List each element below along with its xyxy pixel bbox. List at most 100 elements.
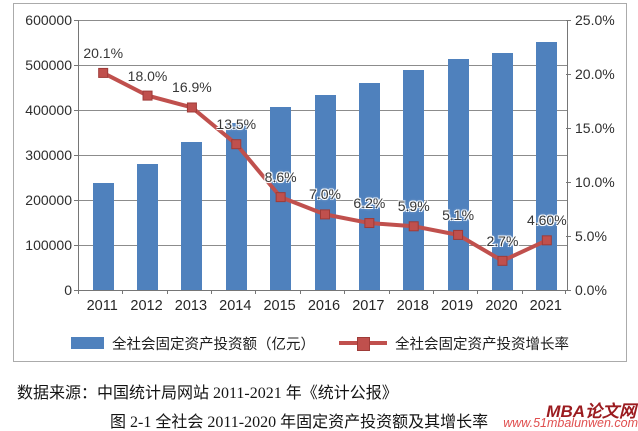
data-label-2019: 5.1% xyxy=(442,206,475,223)
gridline xyxy=(79,20,567,21)
x-axis-tick xyxy=(78,290,79,294)
line-marker-2020 xyxy=(497,255,508,266)
right-axis-tick xyxy=(566,290,571,291)
line-marker-2011 xyxy=(98,67,109,78)
data-label-2015: 8.6% xyxy=(264,169,297,186)
chart: 0 100000 200000 300000 400000 500000 600000 20… xyxy=(13,3,627,362)
x-axis-tick xyxy=(344,290,346,294)
data-label-2012: 18.0% xyxy=(127,67,168,84)
growth-rate-line xyxy=(98,67,552,266)
bar-2016 xyxy=(314,95,336,290)
x-label-2016: 2016 xyxy=(307,298,341,314)
x-axis-tick xyxy=(166,290,168,294)
left-axis-label: 100000 xyxy=(25,237,72,253)
watermark-site-url: www.51mbalunwen.com xyxy=(503,416,638,430)
x-axis-tick xyxy=(255,290,257,294)
line-marker-2021 xyxy=(541,235,552,246)
left-axis-label: 300000 xyxy=(25,147,72,163)
left-axis-label: 400000 xyxy=(25,102,72,118)
legend-label-growth-rate: 全社会固定资产投资增长率 xyxy=(395,336,569,353)
left-axis-tick xyxy=(74,155,78,156)
legend-item-growth-rate: 全社会固定资产投资增长率 xyxy=(339,333,569,354)
line-marker-2018 xyxy=(408,221,419,232)
bar-2011 xyxy=(92,182,114,290)
x-label-2011: 2011 xyxy=(86,298,118,314)
x-axis-tick xyxy=(477,290,479,294)
watermark-site-name: MBA论文网 xyxy=(546,402,636,421)
left-axis-label: 200000 xyxy=(25,192,72,208)
line-marker-2012 xyxy=(142,90,153,101)
x-label-2021: 2021 xyxy=(529,298,562,314)
line-marker-2016 xyxy=(320,209,330,220)
x-axis-tick xyxy=(565,290,566,294)
right-axis-tick xyxy=(566,128,571,129)
right-axis-label: 15.0% xyxy=(575,120,615,136)
data-label-2016: 7.0% xyxy=(309,186,341,203)
right-axis-label: 0.0% xyxy=(575,282,607,298)
bar-2020 xyxy=(491,52,513,290)
x-axis-tick xyxy=(432,290,434,294)
x-label-2012: 2012 xyxy=(130,298,163,314)
left-axis-tick xyxy=(74,290,78,291)
x-axis: 2011 2012 2013 2014 2015 2016 2017 2018 2019 2020… xyxy=(78,298,566,316)
x-axis-tick xyxy=(122,290,124,294)
data-label-2021: 4.60% xyxy=(526,212,567,229)
left-axis-tick xyxy=(74,65,78,66)
plot-area: 20.1% 18.0% 16.9% 13.5% 8.6% 7.0% 6.2% 5.9% 5.1%… xyxy=(78,20,568,291)
figure-caption: 图 2-1 全社会 2011-2020 年固定资产投资额及其增长率 xyxy=(110,414,489,431)
x-label-2019: 2019 xyxy=(440,298,474,314)
data-source-note: 数据来源：中国统计局网站 2011-2021 年《统计公报》 xyxy=(17,385,398,402)
left-axis-tick xyxy=(74,245,78,246)
bar-legend-swatch xyxy=(71,337,104,349)
bar-2017 xyxy=(358,83,380,290)
data-label-2018: 5.9% xyxy=(397,198,430,215)
left-axis-label: 0 xyxy=(64,282,72,298)
right-axis-tick xyxy=(566,236,571,237)
legend-item-investment-amount: 全社会固定资产投资额（亿元） xyxy=(71,333,315,354)
left-axis-label: 500000 xyxy=(25,57,72,73)
x-label-2017: 2017 xyxy=(352,298,385,314)
gridline xyxy=(79,65,567,66)
x-axis-tick xyxy=(211,290,213,294)
right-axis-label: 10.0% xyxy=(575,174,615,190)
data-label-2020: 2.7% xyxy=(486,232,519,249)
x-axis-tick xyxy=(388,290,390,294)
right-axis-tick xyxy=(566,182,571,183)
x-label-2015: 2015 xyxy=(263,298,296,314)
right-axis-label: 5.0% xyxy=(575,228,607,244)
x-label-2013: 2013 xyxy=(174,298,208,314)
x-label-2018: 2018 xyxy=(396,298,429,314)
left-axis-tick xyxy=(74,20,78,21)
line-marker-2017 xyxy=(364,218,375,229)
right-axis-tick xyxy=(566,74,571,75)
data-label-2011: 20.1% xyxy=(83,44,124,61)
line-marker-2015 xyxy=(275,192,286,203)
x-label-2020: 2020 xyxy=(485,298,518,314)
bar-2014 xyxy=(225,123,247,290)
right-axis-label: 25.0% xyxy=(575,12,615,28)
legend: 全社会固定资产投资额（亿元） 全社会固定资产投资增长率 xyxy=(14,333,626,354)
bar-2018 xyxy=(403,70,425,290)
right-percent-axis: 0.0% 5.0% 10.0% 15.0% 20.0% 25.0% xyxy=(575,12,625,298)
right-axis-label: 20.0% xyxy=(575,66,615,82)
bar-2013 xyxy=(181,142,203,290)
bar-2012 xyxy=(137,163,159,290)
data-label-2017: 6.2% xyxy=(353,195,386,212)
line-marker-2019 xyxy=(453,229,464,240)
legend-label-investment-amount: 全社会固定资产投资额（亿元） xyxy=(112,336,315,353)
x-label-2014: 2014 xyxy=(219,298,252,314)
right-axis-tick xyxy=(566,20,571,21)
x-axis-tick xyxy=(299,290,301,294)
x-axis-tick xyxy=(521,290,523,294)
line-marker-2014 xyxy=(231,139,242,150)
line-marker-2013 xyxy=(186,102,197,113)
bar-2021 xyxy=(536,41,558,290)
left-axis-tick xyxy=(74,200,78,201)
left-axis-label: 600000 xyxy=(25,12,72,28)
left-axis-tick xyxy=(74,110,78,111)
left-value-axis: 0 100000 200000 300000 400000 500000 600000 xyxy=(14,12,72,298)
line-legend-swatch xyxy=(339,337,387,351)
data-label-2014: 13.5% xyxy=(216,116,257,133)
data-label-2013: 16.9% xyxy=(172,79,212,96)
